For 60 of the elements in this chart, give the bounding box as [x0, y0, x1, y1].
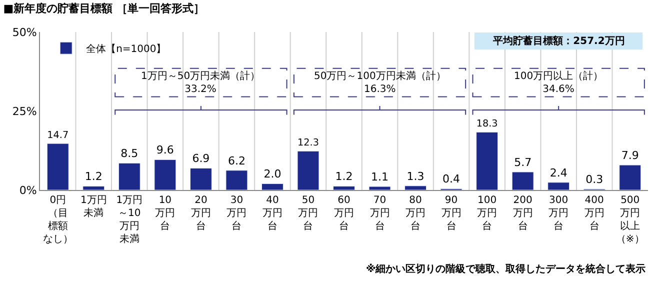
- x-tick-label: 90万円台: [441, 195, 462, 232]
- annotation: 100万円以上（計） 34.6%: [514, 70, 604, 95]
- data-label: 5.7: [514, 156, 532, 169]
- data-label: 1.2: [84, 170, 102, 184]
- data-label: 9.6: [156, 144, 174, 157]
- x-tick-label: 10万円台: [155, 195, 176, 232]
- data-label: 6.9: [192, 152, 210, 166]
- x-tick-label: 60万円台: [334, 195, 354, 232]
- data-label: 1.1: [371, 170, 389, 184]
- data-label: 18.3: [476, 118, 498, 130]
- bar: [154, 159, 176, 190]
- x-tick-label: 500万円以上（※）: [616, 195, 644, 245]
- text: ※細かい区切りの階級で聴取、取得したデータを統合して表示: [366, 263, 646, 275]
- annotation: 50万円～100万円未満（計） 16.3%: [314, 70, 446, 95]
- bar: [619, 164, 642, 190]
- data-label: 1.3: [406, 170, 424, 183]
- bar: [404, 186, 427, 190]
- x-tick-label: 40万円台: [262, 195, 282, 232]
- x-tick-label: 20万円台: [190, 195, 211, 232]
- data-label: 7.9: [621, 149, 639, 162]
- x-tick-label: 1万円～10万円未満: [116, 195, 143, 245]
- label-ground: 平均貯蓄目標額：257.2万円: [474, 32, 642, 50]
- bar: [226, 170, 248, 190]
- x-tick-label: 30万円台: [226, 195, 247, 232]
- x-tick-label: 200万円台: [512, 195, 533, 232]
- y-tick-label: 0%: [19, 184, 37, 197]
- x-tick-label: 80万円台: [406, 195, 426, 232]
- bar: [261, 183, 284, 190]
- data-label: 12.3: [298, 138, 319, 149]
- bar: [190, 168, 212, 190]
- data-label: 14.7: [47, 130, 69, 141]
- chart-title: ■新年度の貯蓄目標額 ［単一回答形式］: [3, 2, 205, 16]
- bar: [333, 186, 355, 190]
- bar: [46, 143, 69, 190]
- y-tick-label: 50%: [12, 26, 37, 39]
- bar: [118, 162, 140, 190]
- x-tick-label: 0円（目標額なし）: [42, 195, 73, 245]
- bar: [512, 172, 534, 190]
- data-label: 8.5: [120, 147, 138, 160]
- x-tick-label: 70万円台: [370, 195, 390, 232]
- data-label: 6.2: [228, 154, 246, 168]
- legend-label: 全体【n=1000】: [86, 42, 166, 55]
- data-label: 1.2: [335, 170, 353, 184]
- y-tick-label: 25%: [12, 104, 37, 118]
- x-tick-label: 400万円台: [584, 195, 604, 232]
- annotation: 1万円～50万円未満（計） 33.2%: [141, 70, 260, 95]
- data-label: 0.3: [586, 173, 604, 186]
- data-label: 2.4: [550, 166, 568, 180]
- x-tick-label: 300万円台: [548, 195, 569, 232]
- annotation: 平均貯蓄目標額：257.2万円: [492, 35, 625, 47]
- x-tick-label: 50万円台: [298, 195, 318, 232]
- bar: [82, 186, 105, 190]
- data-label: 0.4: [442, 172, 460, 186]
- bar: [297, 150, 320, 190]
- bar: [368, 186, 391, 190]
- x-tick-label: 1万円未満: [80, 195, 107, 219]
- bar: [548, 182, 570, 190]
- bar: [476, 132, 498, 190]
- x-tick-label: 100万円台: [477, 195, 498, 232]
- data-label: 2.0: [264, 168, 282, 181]
